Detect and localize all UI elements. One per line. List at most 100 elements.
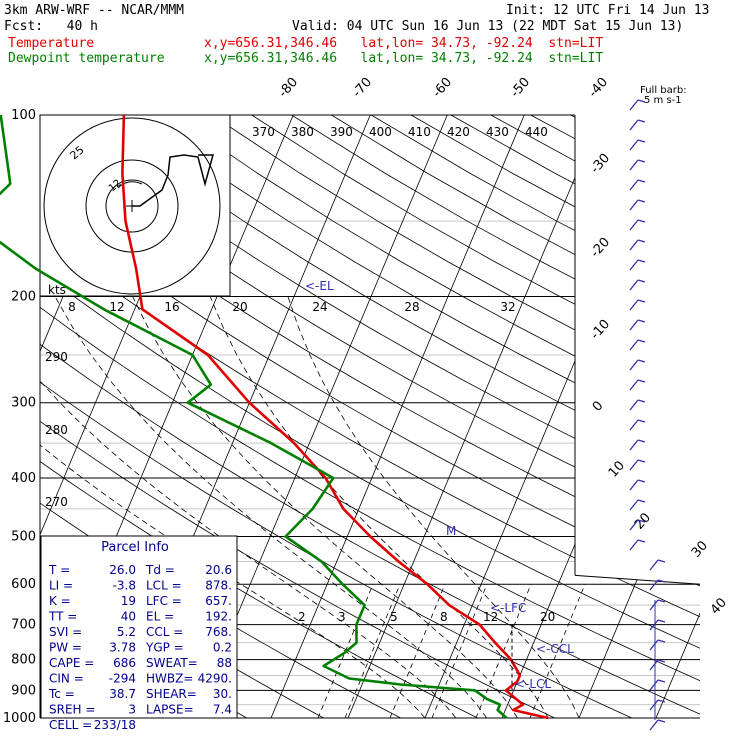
wind-barb-flag [637,359,646,363]
mixing-ratio-line [344,584,401,718]
wind-barb [629,359,639,371]
hodograph-speed-label: 8 [68,300,76,314]
mixing-ratio-line [389,584,446,718]
parcel-key: PW = [49,641,82,655]
wind-barb [629,439,639,451]
parcel-value: 30. [213,687,232,701]
isotherm-label: -60 [430,75,455,101]
wind-barb [629,479,639,491]
isotherm [578,115,700,718]
wind-barb [629,259,639,271]
hodograph-speed-label: 20 [232,300,247,314]
dry-adiabat [40,115,700,718]
parcel-value: 88 [217,656,232,670]
level-marker: <-LFC [490,601,526,615]
parcel-key: SREH = [49,703,95,717]
dewpoint-curve [0,114,508,719]
parcel-value: 657. [205,594,232,608]
pressure-label: 800 [11,653,36,668]
parcel-key: CAPE = [49,656,94,670]
wind-barb [629,199,639,211]
theta-side-label: 290 [45,350,68,364]
pressure-label: 400 [11,471,36,486]
parcel-key: K = [49,594,71,608]
pressure-label: 1000 [3,711,36,726]
dry-adiabat [610,115,700,718]
parcel-value: 26.0 [109,563,136,577]
dry-adiabat [40,115,700,718]
parcel-value: 20.6 [205,563,232,577]
parcel-value: 3 [128,703,136,717]
hodograph-speed-label: 24 [312,300,327,314]
wind-barb-flag [657,659,666,663]
wind-barb [649,579,659,591]
isotherm-label: 0 [590,398,607,414]
mixing-ratio-label: 3 [338,610,346,624]
parcel-value: -3.8 [113,579,136,593]
wind-barb [649,659,659,671]
wind-barb-flag [637,279,646,283]
wind-barb-flag [657,639,666,643]
wind-barb [629,319,639,331]
wind-barb-flag [637,299,646,303]
dry-adiabat [370,115,700,718]
isotherm [501,115,700,718]
temperature-legend-label: Temperature [8,36,95,51]
wind-barb-flag [637,379,646,383]
barb-title: Full barb: [640,85,687,96]
mixing-ratio-label: 12 [483,610,498,624]
parcel-key: T = [48,563,70,577]
dry-adiabat [530,115,700,718]
wind-barb [629,99,639,111]
dewpoint-location: x,y=656.31,346.46 lat,lon= 34.73, -92.24… [204,51,604,66]
wind-barb-flag [657,719,666,723]
pressure-label: 700 [11,618,36,633]
dry-adiabat [730,115,740,718]
parcel-value: 233/18 [94,718,136,732]
barb-unit: 5 m s-1 [644,95,682,106]
wind-barb [649,599,659,611]
dewpoint-legend-label: Dewpoint temperature [8,51,165,66]
hodograph-ring [105,179,159,233]
parcel-title: Parcel Info [101,540,169,555]
hodograph-speed-label: 16 [164,300,179,314]
theta-label: 430 [486,125,509,139]
wind-barb [629,399,639,411]
wind-barb [649,699,659,711]
mixing-ratio-line [431,584,488,718]
wind-barb-flag [657,619,666,623]
hodograph-arc [117,181,143,189]
isotherm [733,115,740,718]
dry-adiabat [410,115,700,718]
dry-adiabat [331,115,700,718]
wind-barb-flag [637,99,646,103]
parcel-key: CCL = [146,625,183,639]
temperature-location: x,y=656.31,346.46 lat,lon= 34.73, -92.24… [204,36,604,51]
parcel-value: 3.78 [109,641,136,655]
wind-barb-flag [637,419,646,423]
wind-barb-flag [637,339,646,343]
parcel-value: 686 [113,656,136,670]
wind-barb-flag [637,319,646,323]
theta-label: 390 [330,125,353,139]
wind-barb [629,419,639,431]
wind-barb-flag [637,439,646,443]
wind-barb-flag [637,479,646,483]
parcel-key: EL = [146,610,174,624]
parcel-key: LCL = [146,579,182,593]
dry-adiabat [131,115,700,718]
wind-barb [629,159,639,171]
wind-barb-flag [657,599,666,603]
moist-adiabat [209,296,549,718]
mixing-ratio-label: 2 [298,610,306,624]
dry-adiabat [650,115,700,718]
parcel-value: 0.2 [213,641,232,655]
isotherm [424,115,679,718]
wind-barb [649,679,659,691]
wind-barb [629,539,639,551]
pressure-label: 600 [11,577,36,592]
hodograph-ring [43,117,221,295]
theta-label: 410 [408,125,431,139]
wind-barb [629,279,639,291]
isotherm-label: -40 [586,75,611,101]
